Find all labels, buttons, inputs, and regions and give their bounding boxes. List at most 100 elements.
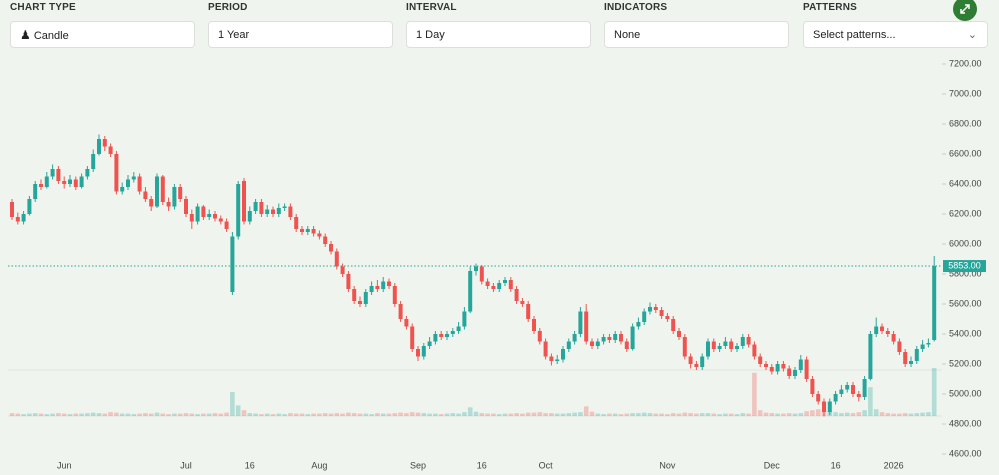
candle-body xyxy=(700,356,705,367)
volume-bar xyxy=(108,412,113,416)
volume-bar xyxy=(9,413,15,416)
y-tick-label: 5200.00 xyxy=(949,358,982,368)
volume-bar xyxy=(879,412,885,416)
volume-bar xyxy=(902,413,908,416)
candle-body xyxy=(404,319,409,327)
candle-body xyxy=(317,233,322,237)
candle-body xyxy=(294,217,299,229)
candle-body xyxy=(44,176,49,187)
volume-bar xyxy=(740,413,746,416)
volume-bar xyxy=(537,412,543,416)
candle-body xyxy=(91,154,96,169)
candle-body xyxy=(868,334,873,379)
candle-body xyxy=(433,334,438,342)
control-label: CHART TYPE xyxy=(10,2,76,13)
candle-body xyxy=(503,280,507,283)
dropdown[interactable]: Select patterns... ⌄ xyxy=(803,21,988,48)
volume-bar xyxy=(305,414,311,416)
candle-body xyxy=(155,176,159,207)
volume-bar xyxy=(32,413,38,416)
control: CHART TYPE ♟ Candle xyxy=(10,0,195,48)
volume-bar xyxy=(665,414,670,416)
volume-bar xyxy=(641,412,647,416)
volume-bar xyxy=(775,413,780,416)
candle-body xyxy=(462,311,467,327)
control-value: Select patterns... xyxy=(813,29,896,41)
control: INDICATORS None xyxy=(604,0,789,48)
volume-bar xyxy=(514,413,519,416)
y-tick-label: 7200.00 xyxy=(949,58,982,68)
candle-body xyxy=(578,311,583,334)
volume-bar xyxy=(781,413,786,416)
control: PATTERNS Select patterns... ⌄ xyxy=(803,0,988,48)
volume-bar xyxy=(125,413,131,416)
volume-bar xyxy=(508,413,514,416)
volume-bar xyxy=(462,412,467,416)
volume-bar xyxy=(438,414,444,416)
y-tick-label: 6400.00 xyxy=(949,178,982,188)
candle-body xyxy=(798,359,803,370)
volume-bar xyxy=(259,414,264,416)
volume-bar xyxy=(531,412,537,416)
candle-body xyxy=(653,307,658,310)
volume-bar xyxy=(386,413,392,416)
candle-body xyxy=(874,326,879,334)
candle-body xyxy=(68,179,72,184)
candle-body xyxy=(387,281,391,286)
dropdown[interactable]: 1 Year xyxy=(208,21,393,48)
candle-body xyxy=(648,307,652,312)
volume-bar xyxy=(61,413,67,416)
volume-bar xyxy=(172,413,177,416)
volume-bar xyxy=(79,413,84,416)
volume-bar xyxy=(427,413,432,416)
candle-body xyxy=(311,229,316,234)
candle-body xyxy=(15,217,20,222)
y-tick-label: 5600.00 xyxy=(949,298,982,308)
volume-bar xyxy=(839,413,844,416)
candle-body xyxy=(764,364,768,367)
candle-body xyxy=(729,341,734,349)
candle-body xyxy=(253,202,258,211)
volume-bar xyxy=(235,405,241,416)
volume-bar xyxy=(746,413,751,416)
candle-body xyxy=(172,187,177,207)
candle-body xyxy=(497,283,502,289)
x-tick-label: Sep xyxy=(410,460,426,470)
volume-bar xyxy=(804,411,809,416)
candle-body xyxy=(369,286,374,292)
candle-body xyxy=(33,184,38,199)
volume-bar xyxy=(67,414,73,416)
volume-bar xyxy=(891,413,896,416)
fullscreen-button[interactable] xyxy=(953,0,977,21)
candle-body xyxy=(630,326,635,349)
candle-body xyxy=(427,341,432,346)
candle-body xyxy=(856,394,861,397)
candle-body xyxy=(329,244,333,252)
volume-bar xyxy=(340,413,345,416)
volume-bar xyxy=(177,413,183,416)
volume-bar xyxy=(920,412,925,416)
candle-body xyxy=(775,364,780,372)
x-tick-label: Nov xyxy=(659,460,676,470)
candle-body xyxy=(613,334,618,340)
volume-bar xyxy=(578,412,583,416)
dropdown[interactable]: None xyxy=(604,21,789,48)
control-value: Candle xyxy=(33,30,69,42)
candle-body xyxy=(903,352,908,364)
volume-bar xyxy=(380,413,386,416)
candle-body xyxy=(242,181,246,222)
control-label: PERIOD xyxy=(208,2,248,13)
candle-body xyxy=(932,266,937,340)
dropdown[interactable]: 1 Day xyxy=(406,21,591,48)
candle-body xyxy=(514,289,519,301)
candle-body xyxy=(352,289,357,301)
x-tick-label: 16 xyxy=(245,460,255,470)
candle-body xyxy=(479,266,484,282)
volume-bar xyxy=(282,414,287,416)
candle-body xyxy=(781,364,786,369)
candle-body xyxy=(816,394,821,402)
dropdown[interactable]: ♟ Candle xyxy=(10,21,195,48)
volume-bar xyxy=(369,414,374,416)
candle-body xyxy=(595,341,600,346)
control: INTERVAL 1 Day xyxy=(406,0,591,48)
